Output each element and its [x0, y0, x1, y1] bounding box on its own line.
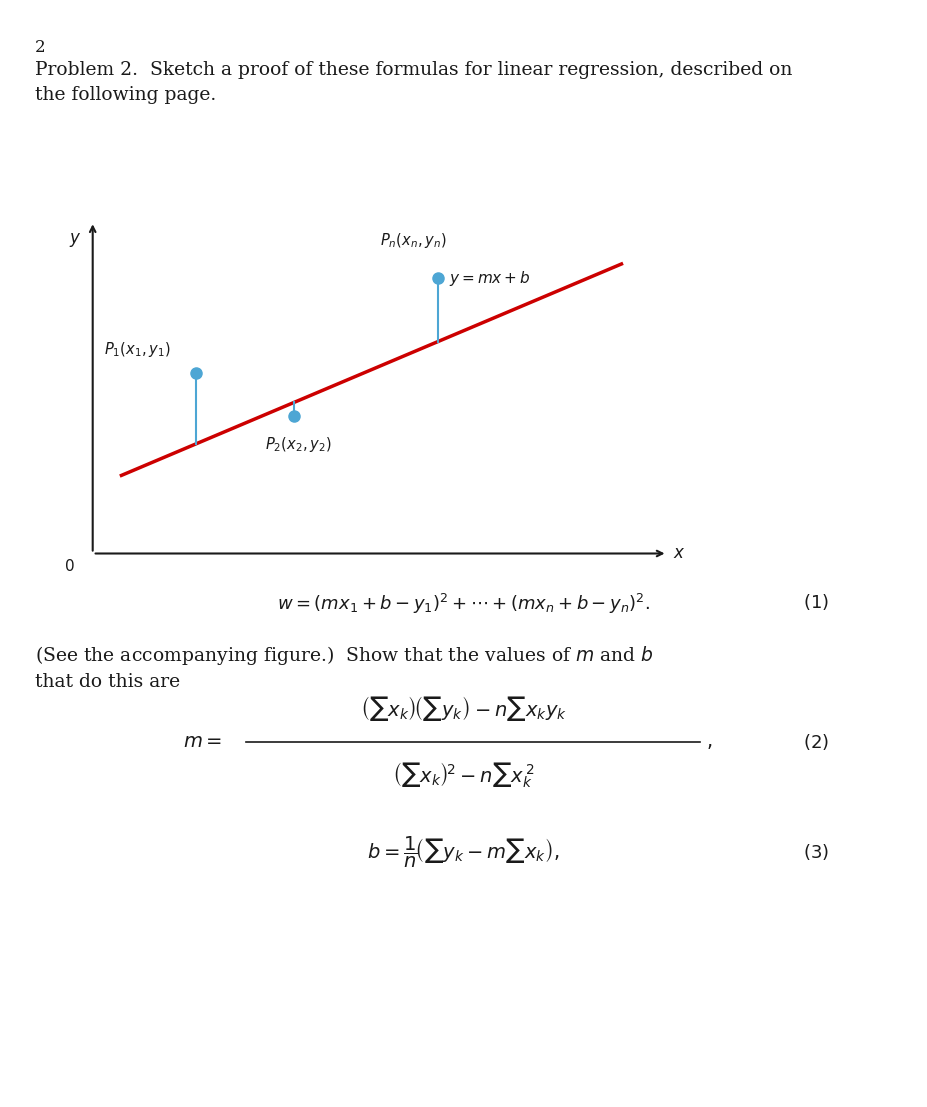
Text: $w = (mx_1 + b - y_1)^2 + \cdots + (mx_n + b - y_n)^2.$: $w = (mx_1 + b - y_1)^2 + \cdots + (mx_n…: [277, 592, 650, 617]
Text: $(1)$: $(1)$: [803, 592, 829, 612]
Text: $y = mx + b$: $y = mx + b$: [449, 269, 531, 288]
Text: $(3)$: $(3)$: [803, 842, 829, 862]
Text: $,$: $,$: [706, 733, 713, 751]
Text: $\left(\sum x_k\right)^{\!2} - n\sum x_k^{\,2}$: $\left(\sum x_k\right)^{\!2} - n\sum x_k…: [392, 761, 535, 789]
Text: that do this are: that do this are: [35, 673, 181, 691]
Text: (See the accompanying figure.)  Show that the values of $m$ and $b$: (See the accompanying figure.) Show that…: [35, 644, 654, 668]
Text: $0$: $0$: [64, 558, 75, 575]
Text: $(2)$: $(2)$: [803, 732, 829, 752]
Text: $P_1(x_1, y_1)$: $P_1(x_1, y_1)$: [104, 340, 171, 360]
Text: $m = $: $m = $: [184, 733, 222, 751]
Text: $b = \dfrac{1}{n}\!\left(\sum y_k - m\sum x_k\right),$: $b = \dfrac{1}{n}\!\left(\sum y_k - m\su…: [367, 835, 560, 870]
Text: $y$: $y$: [70, 231, 82, 249]
Text: 2: 2: [35, 39, 45, 55]
Text: $P_n(x_n, y_n)$: $P_n(x_n, y_n)$: [380, 231, 447, 250]
Text: $x$: $x$: [673, 545, 686, 562]
Text: $P_2(x_2, y_2)$: $P_2(x_2, y_2)$: [265, 435, 332, 454]
Text: Problem 2.  Sketch a proof of these formulas for linear regression, described on: Problem 2. Sketch a proof of these formu…: [35, 61, 793, 104]
Text: $\left(\sum x_k\right)\!\left(\sum y_k\right) - n\sum x_k y_k$: $\left(\sum x_k\right)\!\left(\sum y_k\r…: [360, 694, 567, 723]
